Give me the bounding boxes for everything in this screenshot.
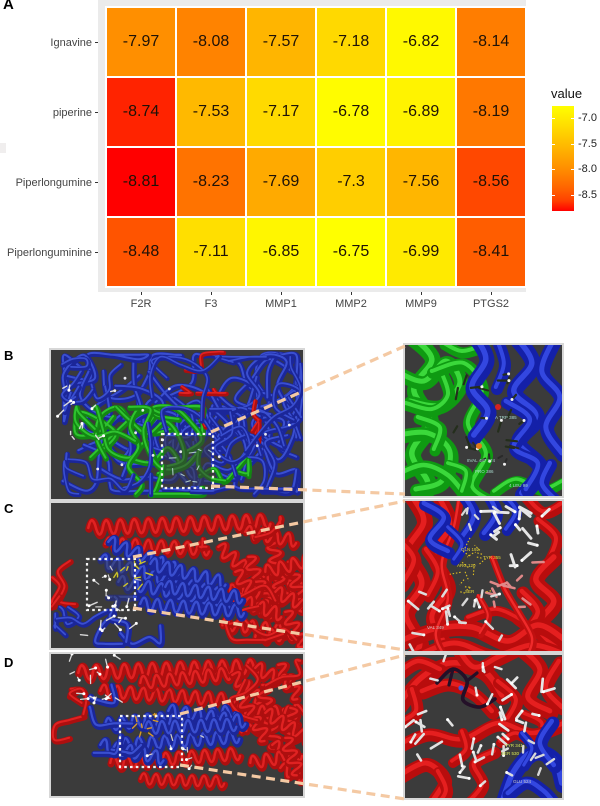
svg-text:TYR 341: TYR 341 (505, 743, 523, 748)
svg-text:VAL 349: VAL 349 (427, 625, 444, 630)
svg-text:8VAL 487 274: 8VAL 487 274 (467, 458, 496, 463)
svg-text:SER: SER (465, 589, 475, 594)
svg-text:TYR 355: TYR 355 (483, 555, 501, 560)
svg-text:GLN 192: GLN 192 (461, 547, 480, 552)
svg-text:A TRP 385: A TRP 385 (495, 415, 517, 420)
svg-text:4 LEU 99: 4 LEU 99 (509, 483, 528, 488)
svg-text:PRO 386: PRO 386 (475, 469, 494, 474)
svg-text:GLU 524: GLU 524 (513, 779, 532, 784)
svg-text:ARG 120: ARG 120 (457, 563, 476, 568)
svg-text:SER 530: SER 530 (501, 751, 520, 756)
